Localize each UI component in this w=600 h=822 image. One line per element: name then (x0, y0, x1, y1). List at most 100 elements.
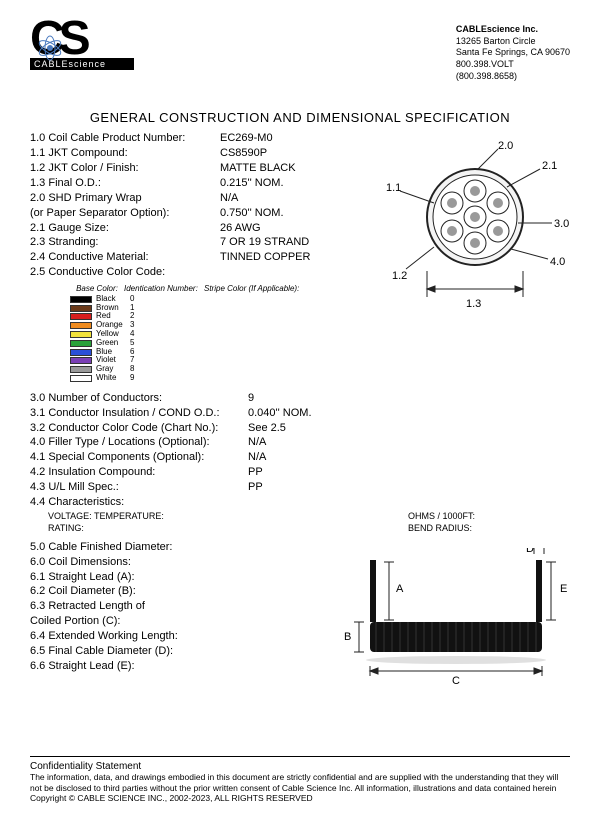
spec-value: CS8590P (220, 146, 267, 161)
spec-value: 26 AWG (220, 221, 261, 236)
footer-body: The information, data, and drawings embo… (30, 772, 570, 804)
company-addr1: 13265 Barton Circle (456, 36, 570, 48)
char-left-1: VOLTAGE: TEMPERATURE: (48, 510, 228, 522)
spec-row: 3.2 Conductor Color Code (Chart No.):See… (30, 421, 570, 436)
color-swatch (70, 366, 92, 373)
color-swatch (70, 322, 92, 329)
svg-text:2.0: 2.0 (498, 140, 513, 152)
spec-label: 6.5 Final Cable Diameter (D): (30, 644, 220, 659)
company-name: CABLEscience Inc. (456, 24, 570, 36)
spec-label: 3.2 Conductor Color Code (Chart No.): (30, 421, 248, 436)
spec-label: 1.1 JKT Compound: (30, 146, 220, 161)
spec-label: 1.3 Final O.D.: (30, 176, 220, 191)
spec-value: N/A (248, 450, 266, 465)
svg-text:D: D (526, 548, 534, 555)
footer: Confidentiality Statement The informatio… (30, 756, 570, 804)
color-swatch (70, 313, 92, 320)
characteristics-body: VOLTAGE: TEMPERATURE: OHMS / 1000FT: RAT… (48, 510, 570, 534)
spec-value: See 2.5 (248, 421, 286, 436)
spec-label: 5.0 Cable Finished Diameter: (30, 540, 220, 555)
spec-label: 2.4 Conductive Material: (30, 250, 220, 265)
svg-text:3.0: 3.0 (554, 218, 569, 230)
spec-row: 3.1 Conductor Insulation / COND O.D.:0.0… (30, 406, 570, 421)
spec-label: 6.0 Coil Dimensions: (30, 555, 220, 570)
color-swatch (70, 296, 92, 303)
cross-section-diagram: 1.1 1.2 2.0 2.1 3.0 4.0 1.3 (380, 139, 570, 332)
spec-row: 4.0 Filler Type / Locations (Optional):N… (30, 435, 570, 450)
spec-value: EC269-M0 (220, 131, 273, 146)
company-phone2: (800.398.8658) (456, 71, 570, 83)
svg-text:A: A (396, 583, 404, 595)
spec-value: 0.750'' NOM. (220, 206, 284, 221)
color-swatch (70, 340, 92, 347)
color-row: White9 (70, 374, 570, 383)
ct-head-stripe: Stripe Color (If Applicable): (204, 284, 324, 293)
spec-row: 4.2 Insulation Compound:PP (30, 465, 570, 480)
color-row: Blue6 (70, 348, 570, 357)
color-name: White (96, 374, 130, 383)
color-row: Green5 (70, 339, 570, 348)
color-swatch (70, 357, 92, 364)
svg-text:2.1: 2.1 (542, 160, 557, 172)
spec-value: 0.215'' NOM. (220, 176, 284, 191)
spec-value: PP (248, 465, 263, 480)
spec-value: TINNED COPPER (220, 250, 310, 265)
svg-text:E: E (560, 583, 567, 595)
atom-icon (36, 34, 64, 62)
spec-label: 4.2 Insulation Compound: (30, 465, 248, 480)
spec-label: 2.5 Conductive Color Code: (30, 265, 220, 280)
spec-row: 3.0 Number of Conductors:9 (30, 391, 570, 406)
spec-label: Coiled Portion (C): (30, 614, 220, 629)
color-row: Violet7 (70, 356, 570, 365)
color-swatch (70, 305, 92, 312)
spec-block-3: 3.0 Number of Conductors:93.1 Conductor … (30, 391, 570, 495)
ct-head-id: Identication Number: (124, 284, 204, 293)
spec-value: N/A (248, 435, 266, 450)
spec-label: 3.0 Number of Conductors: (30, 391, 248, 406)
spec-label: 2.3 Stranding: (30, 235, 220, 250)
company-address: CABLEscience Inc. 13265 Barton Circle Sa… (456, 20, 570, 82)
svg-text:B: B (344, 631, 351, 643)
company-addr2: Santa Fe Springs, CA 90670 (456, 47, 570, 59)
spec-label: (or Paper Separator Option): (30, 206, 220, 221)
spec-label: 6.4 Extended Working Length: (30, 629, 220, 644)
page-header: CS CABLEscience CABLEscience Inc. 13265 … (0, 0, 600, 92)
color-number: 9 (130, 374, 150, 383)
spec-row: 4.1 Special Components (Optional):N/A (30, 450, 570, 465)
page-title: GENERAL CONSTRUCTION AND DIMENSIONAL SPE… (0, 110, 600, 125)
spec-value: 7 OR 19 STRAND (220, 235, 309, 250)
svg-text:C: C (452, 675, 460, 687)
ct-head-base: Base Color: (70, 284, 124, 293)
char-right-1: OHMS / 1000FT: (408, 510, 475, 522)
characteristics-title: 4.4 Characteristics: (30, 495, 570, 510)
color-row: Gray8 (70, 365, 570, 374)
spec-label: 6.2 Coil Diameter (B): (30, 584, 220, 599)
logo: CS CABLEscience (30, 20, 140, 82)
svg-text:1.1: 1.1 (386, 182, 401, 194)
color-swatch (70, 331, 92, 338)
spec-label: 6.3 Retracted Length of (30, 599, 220, 614)
spec-label: 1.0 Coil Cable Product Number: (30, 131, 220, 146)
spec-label: 6.6 Straight Lead (E): (30, 659, 220, 674)
svg-text:1.3: 1.3 (466, 298, 481, 310)
spec-label: 2.0 SHD Primary Wrap (30, 191, 220, 206)
spec-value: 9 (248, 391, 254, 406)
spec-row: 4.3 U/L Mill Spec.:PP (30, 480, 570, 495)
spec-label: 3.1 Conductor Insulation / COND O.D.: (30, 406, 248, 421)
char-left-2: RATING: (48, 522, 228, 534)
spec-value: 0.040'' NOM. (248, 406, 312, 421)
spec-label: 6.1 Straight Lead (A): (30, 570, 220, 585)
spec-value: N/A (220, 191, 238, 206)
spec-label: 4.0 Filler Type / Locations (Optional): (30, 435, 248, 450)
footer-title: Confidentiality Statement (30, 761, 570, 772)
spec-label: 4.1 Special Components (Optional): (30, 450, 248, 465)
coil-diagram: A B C D E (340, 548, 570, 691)
color-swatch (70, 349, 92, 356)
spec-value: PP (248, 480, 263, 495)
color-swatch (70, 375, 92, 382)
spec-label: 1.2 JKT Color / Finish: (30, 161, 220, 176)
spec-label: 4.3 U/L Mill Spec.: (30, 480, 248, 495)
svg-text:4.0: 4.0 (550, 256, 565, 268)
company-phone1: 800.398.VOLT (456, 59, 570, 71)
spec-label: 2.1 Gauge Size: (30, 221, 220, 236)
